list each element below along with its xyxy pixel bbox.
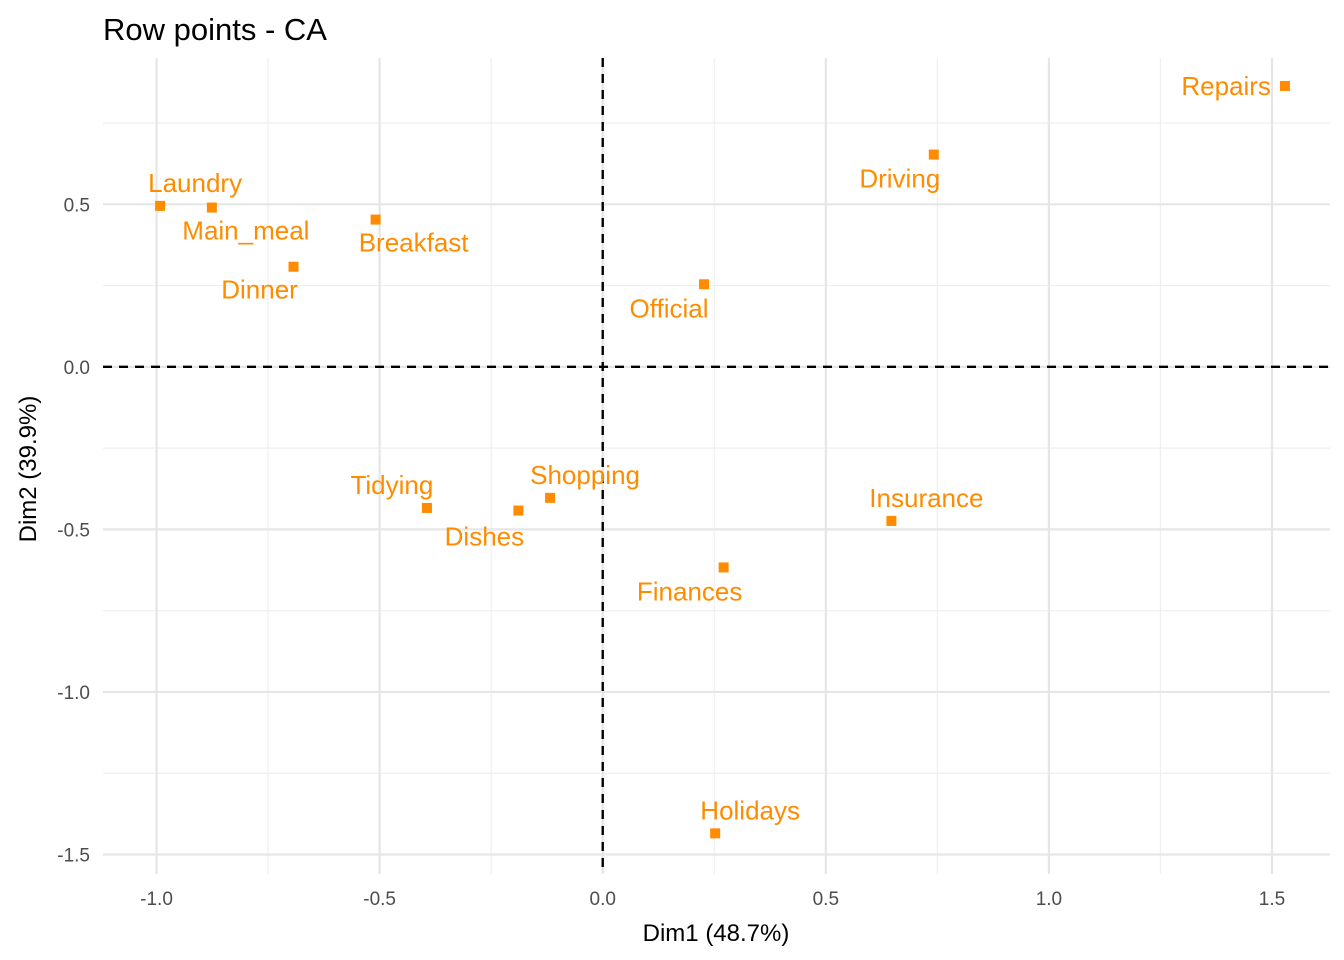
point-label: Laundry	[148, 168, 242, 198]
point-marker	[1279, 80, 1290, 91]
point-marker	[886, 515, 897, 526]
point-label: Dinner	[221, 275, 298, 305]
point-label: Repairs	[1181, 71, 1271, 101]
reference-lines	[103, 58, 1330, 874]
point-labels: Laundry Main_meal Dinner Breakfast Tidying Di…	[148, 71, 1271, 825]
x-tick-label: 0.5	[813, 889, 839, 910]
point-label: Dishes	[445, 522, 524, 552]
point-marker	[206, 202, 217, 213]
point-marker	[928, 149, 939, 160]
point-marker	[288, 261, 299, 272]
chart-title: Row points - CA	[103, 12, 327, 47]
point-marker	[370, 214, 381, 225]
point-marker	[699, 279, 710, 290]
x-axis-label: Dim1 (48.7%)	[643, 920, 790, 947]
y-axis-ticks: -1.5 -1.0 -0.5 0.0 0.5	[57, 195, 90, 866]
point-label: Insurance	[869, 483, 983, 513]
point-label: Breakfast	[359, 228, 470, 258]
x-tick-label: 0.0	[590, 889, 616, 910]
y-tick-label: -1.5	[57, 845, 90, 866]
y-tick-label: -0.5	[57, 520, 90, 541]
point-label: Official	[630, 293, 709, 323]
point-label: Driving	[859, 164, 940, 194]
point-marker	[718, 562, 729, 573]
x-tick-label: -0.5	[363, 889, 396, 910]
point-label: Finances	[637, 576, 743, 606]
x-tick-label: 1.0	[1036, 889, 1062, 910]
y-tick-label: 0.0	[64, 358, 90, 379]
y-tick-label: -1.0	[57, 683, 90, 704]
point-marker	[155, 200, 166, 211]
point-label: Main_meal	[182, 216, 309, 246]
point-marker	[513, 505, 524, 516]
y-axis-label: Dim2 (39.9%)	[15, 396, 42, 543]
point-label: Holidays	[700, 795, 800, 825]
point-marker	[545, 492, 556, 503]
grid-lines	[103, 58, 1330, 874]
point-marker	[421, 502, 432, 513]
point-label: Tidying	[350, 470, 433, 500]
data-points	[155, 80, 1290, 839]
point-label: Shopping	[530, 460, 640, 490]
x-tick-label: 1.5	[1259, 889, 1285, 910]
x-tick-label: -1.0	[140, 889, 173, 910]
point-marker	[710, 828, 721, 839]
x-axis-ticks: -1.0 -0.5 0.0 0.5 1.0 1.5	[140, 889, 1285, 910]
y-tick-label: 0.5	[64, 195, 90, 216]
